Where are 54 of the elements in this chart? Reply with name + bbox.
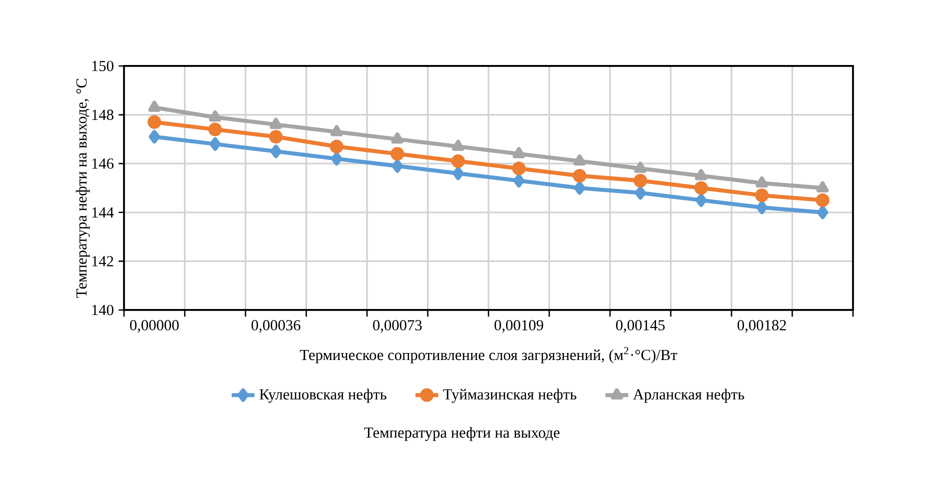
- point: [816, 193, 830, 207]
- legend-label: Арланская нефть: [633, 388, 744, 403]
- point: [572, 168, 586, 183]
- point: [634, 186, 646, 200]
- text: Температура нефти на выходе: [364, 427, 560, 441]
- point: [755, 188, 769, 202]
- point: [756, 200, 768, 214]
- point: [512, 147, 526, 158]
- point: [574, 181, 586, 195]
- y-tick-label: 146: [92, 158, 114, 169]
- point: [817, 206, 828, 220]
- y-tick-label: 140: [92, 304, 114, 316]
- point: [330, 140, 344, 154]
- point: [756, 176, 768, 188]
- point: [210, 137, 221, 151]
- point: [208, 110, 222, 122]
- point: [148, 130, 160, 144]
- point: [694, 181, 708, 195]
- point: [390, 147, 404, 161]
- y-tick-label: 150: [92, 60, 114, 72]
- point: [270, 118, 282, 129]
- x-tick-label: 0,00182: [738, 320, 786, 333]
- y-tick-label: 148: [92, 110, 114, 120]
- legend-label: Туймазинская нефть: [443, 388, 576, 403]
- y-tick-label: 142: [92, 256, 114, 266]
- x-tick-label: 0,00109: [494, 320, 544, 333]
- point: [391, 132, 404, 144]
- point: [269, 130, 283, 144]
- point: [270, 144, 282, 158]
- point: [513, 174, 524, 188]
- point: [148, 100, 161, 112]
- x-tick-label: 0,00000: [130, 320, 179, 333]
- point: [816, 181, 829, 192]
- point: [696, 193, 707, 207]
- point: [573, 154, 586, 166]
- point: [148, 115, 162, 129]
- point: [634, 162, 647, 173]
- point: [452, 166, 464, 180]
- legend-label: Кулешовская нефть: [260, 388, 386, 403]
- point: [330, 125, 343, 136]
- point: [392, 159, 403, 173]
- point: [208, 122, 222, 136]
- point: [452, 140, 464, 151]
- point: [634, 174, 648, 188]
- point: [694, 168, 708, 180]
- x-tick-label: 0,00145: [616, 320, 665, 333]
- y-axis-title: Температура нефти на выходе, °С: [76, 78, 90, 298]
- point: [331, 152, 342, 166]
- y-tick-label: 144: [92, 207, 114, 218]
- point: [451, 154, 465, 168]
- point: [512, 162, 526, 176]
- x-axis-title: Термическое сопротивление слоя загрязнений, (м$^{2}$·°C)/Вт: [300, 347, 678, 364]
- x-tick-label: 0,00073: [373, 320, 422, 333]
- x-tick-label: 0,00036: [252, 320, 300, 333]
